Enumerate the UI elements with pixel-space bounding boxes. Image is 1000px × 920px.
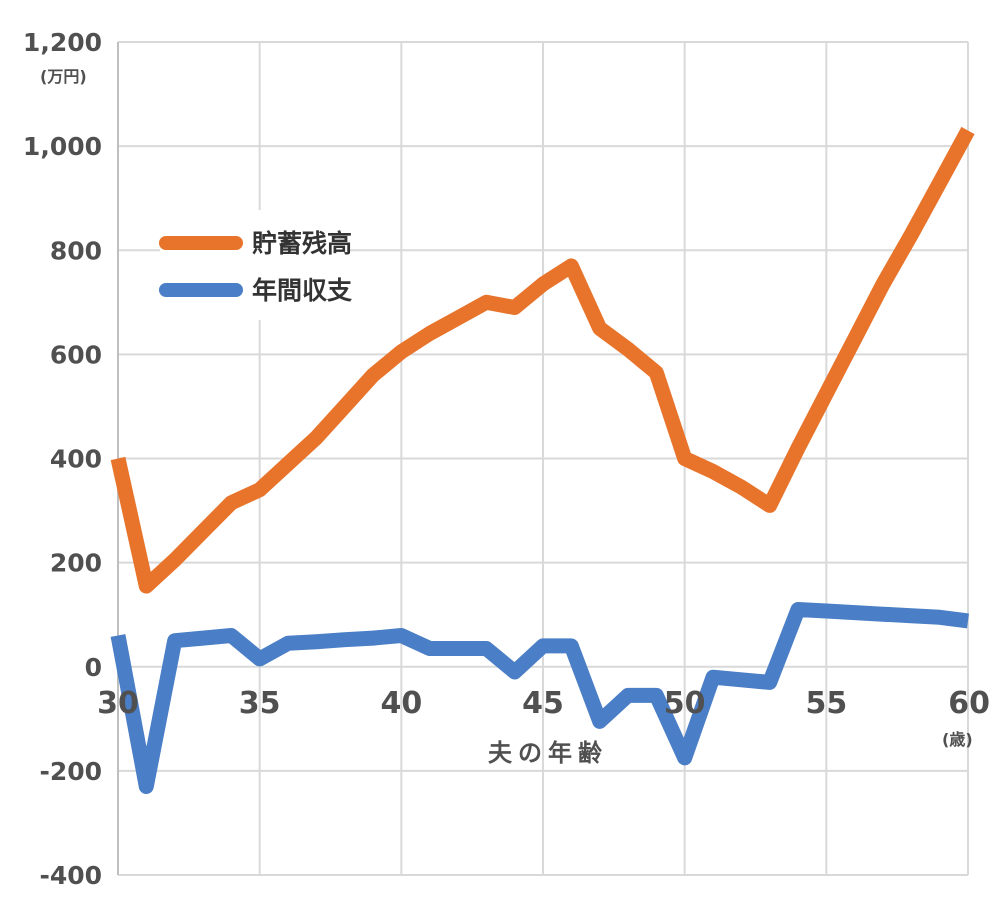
- series-lines: [110, 126, 975, 794]
- y-tick-label: 1,000: [23, 132, 102, 161]
- x-tick-label: 40: [380, 686, 422, 721]
- legend-label: 貯蓄残高: [252, 229, 352, 258]
- y-tick-label: 800: [50, 236, 102, 265]
- x-tick-label: 35: [239, 686, 281, 721]
- legend-background: [160, 210, 350, 320]
- y-tick-label: 600: [50, 340, 102, 369]
- x-tick-label: 55: [805, 686, 847, 721]
- legend-label: 年間収支: [252, 276, 352, 305]
- y-axis-unit: (万円): [40, 67, 87, 86]
- y-tick-label: -200: [39, 757, 102, 786]
- y-tick-label: 200: [50, 549, 102, 578]
- x-axis-label: 夫の年齢: [488, 739, 608, 767]
- savings-balance-line: [110, 126, 975, 594]
- x-tick-label: 30: [97, 686, 139, 721]
- y-axis-ticks: -400 -200 0 200 400 600 800 1,000 1,200: [23, 28, 102, 890]
- y-tick-label: -400: [39, 861, 102, 890]
- y-tick-label: 0: [85, 653, 102, 682]
- annual-balance-line: [110, 602, 969, 794]
- y-tick-label: 400: [50, 445, 102, 474]
- x-tick-label: 45: [522, 686, 564, 721]
- x-axis-unit: (歳): [942, 730, 973, 749]
- x-tick-label: 50: [664, 686, 706, 721]
- x-axis-ticks: 30 35 40 45 50 55 60: [97, 686, 990, 721]
- x-tick-label: 60: [948, 686, 990, 721]
- y-tick-label: 1,200: [23, 28, 102, 57]
